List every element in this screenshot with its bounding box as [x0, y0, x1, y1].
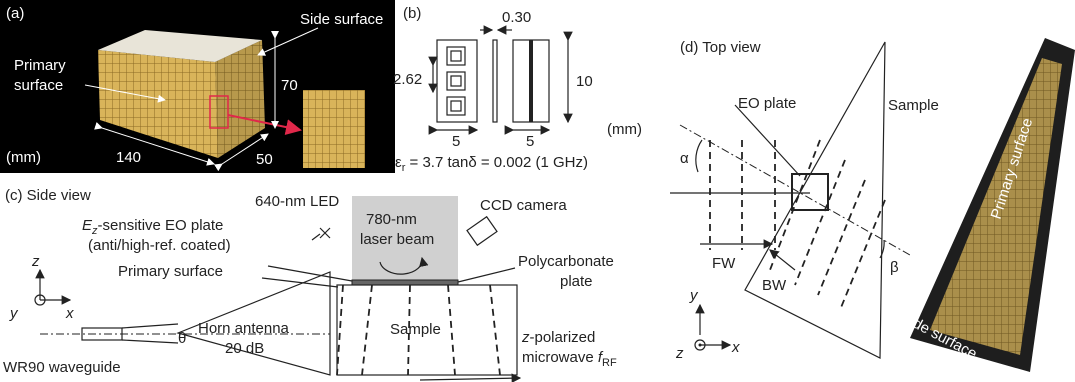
label: 780-nm — [366, 211, 417, 228]
dimension: 0.30 — [502, 9, 531, 26]
label: CCD camera — [480, 197, 567, 214]
panel-a: (a) Side surface Primary surface 70 140 … — [0, 0, 395, 173]
leader — [735, 105, 800, 176]
label: Ez-sensitive EO plate — [82, 217, 223, 237]
text: -sensitive EO plate — [98, 217, 224, 234]
label: Side surface — [300, 11, 383, 28]
zoom-inset — [303, 90, 365, 168]
dimension: 5 — [452, 133, 460, 150]
unit-cell — [437, 40, 477, 122]
normal-line — [680, 125, 910, 255]
axis-label: z — [675, 345, 684, 362]
label: (anti/high-ref. coated) — [88, 237, 231, 254]
label: WR90 waveguide — [3, 359, 121, 376]
waveguide — [122, 340, 178, 343]
label: Sample — [390, 321, 441, 338]
text: = 3.7 tanδ = 0.002 (1 GHz) — [405, 154, 588, 171]
unit: (mm) — [6, 149, 41, 166]
wave-arrow — [420, 378, 520, 380]
label: surface — [14, 77, 63, 94]
dimension: 50 — [256, 151, 273, 168]
dimension: 140 — [116, 149, 141, 166]
srr — [447, 47, 465, 115]
label: Polycarbonate — [518, 253, 614, 270]
figure: (a) Side surface Primary surface 70 140 … — [0, 0, 1075, 382]
dimension: 2.62 — [393, 71, 422, 88]
text: -polarized — [530, 329, 596, 346]
text: microwave — [522, 349, 598, 366]
plate — [493, 40, 497, 122]
material: εr = 3.7 tanδ = 0.002 (1 GHz) — [395, 154, 588, 174]
label: θ — [178, 330, 186, 347]
label: FW — [712, 255, 736, 272]
axis-label: y — [689, 287, 699, 304]
panel-label: (c) Side view — [5, 187, 91, 204]
leader — [262, 278, 338, 287]
panel-b: (b) 0.30 2.62 10 5 5 (mm) εr = 3.7 tanδ … — [393, 5, 642, 174]
label: BW — [762, 277, 787, 294]
panel-label: (a) — [6, 5, 24, 22]
axis-label: x — [731, 339, 740, 356]
label: Sample — [888, 97, 939, 114]
sample — [745, 42, 885, 358]
led — [312, 228, 330, 240]
eo-plate — [352, 280, 458, 285]
text: RF — [602, 357, 617, 369]
ccd-camera — [467, 217, 497, 246]
label: Horn antenna — [198, 320, 290, 337]
bw-arrow — [770, 250, 795, 270]
axis-label: z — [31, 253, 40, 270]
axis-label: y — [9, 305, 19, 322]
angle-arc — [696, 140, 702, 172]
label: microwave fRF — [522, 349, 617, 369]
label: 20 dB — [225, 340, 264, 357]
eo-plate — [792, 174, 828, 210]
label: 640-nm LED — [255, 193, 339, 210]
label: α — [680, 150, 689, 167]
axis-out — [699, 344, 702, 347]
leader — [458, 268, 515, 282]
leader — [268, 266, 352, 281]
panel-label: (b) — [403, 5, 421, 22]
label: z-polarized — [521, 329, 595, 346]
label: EO plate — [738, 95, 796, 112]
fw-fronts — [710, 140, 775, 250]
panel-d: (d) Top view EO plate Sample α β FW BW P… — [670, 38, 1075, 372]
dimension: 5 — [526, 133, 534, 150]
label: Primary — [14, 57, 66, 74]
label: β — [890, 259, 899, 276]
label: Primary surface — [118, 263, 223, 280]
label: plate — [560, 273, 593, 290]
dimension: 10 — [576, 73, 593, 90]
dimension: 70 — [281, 77, 298, 94]
axis-label: x — [65, 305, 74, 322]
bw-fronts — [770, 140, 885, 310]
panel-label: (d) Top view — [680, 39, 761, 56]
panel-c: (c) Side view 640-nm LED 780-nm laser be… — [3, 187, 617, 380]
label: laser beam — [360, 231, 434, 248]
unit: (mm) — [607, 121, 642, 138]
waveguide — [122, 324, 178, 328]
